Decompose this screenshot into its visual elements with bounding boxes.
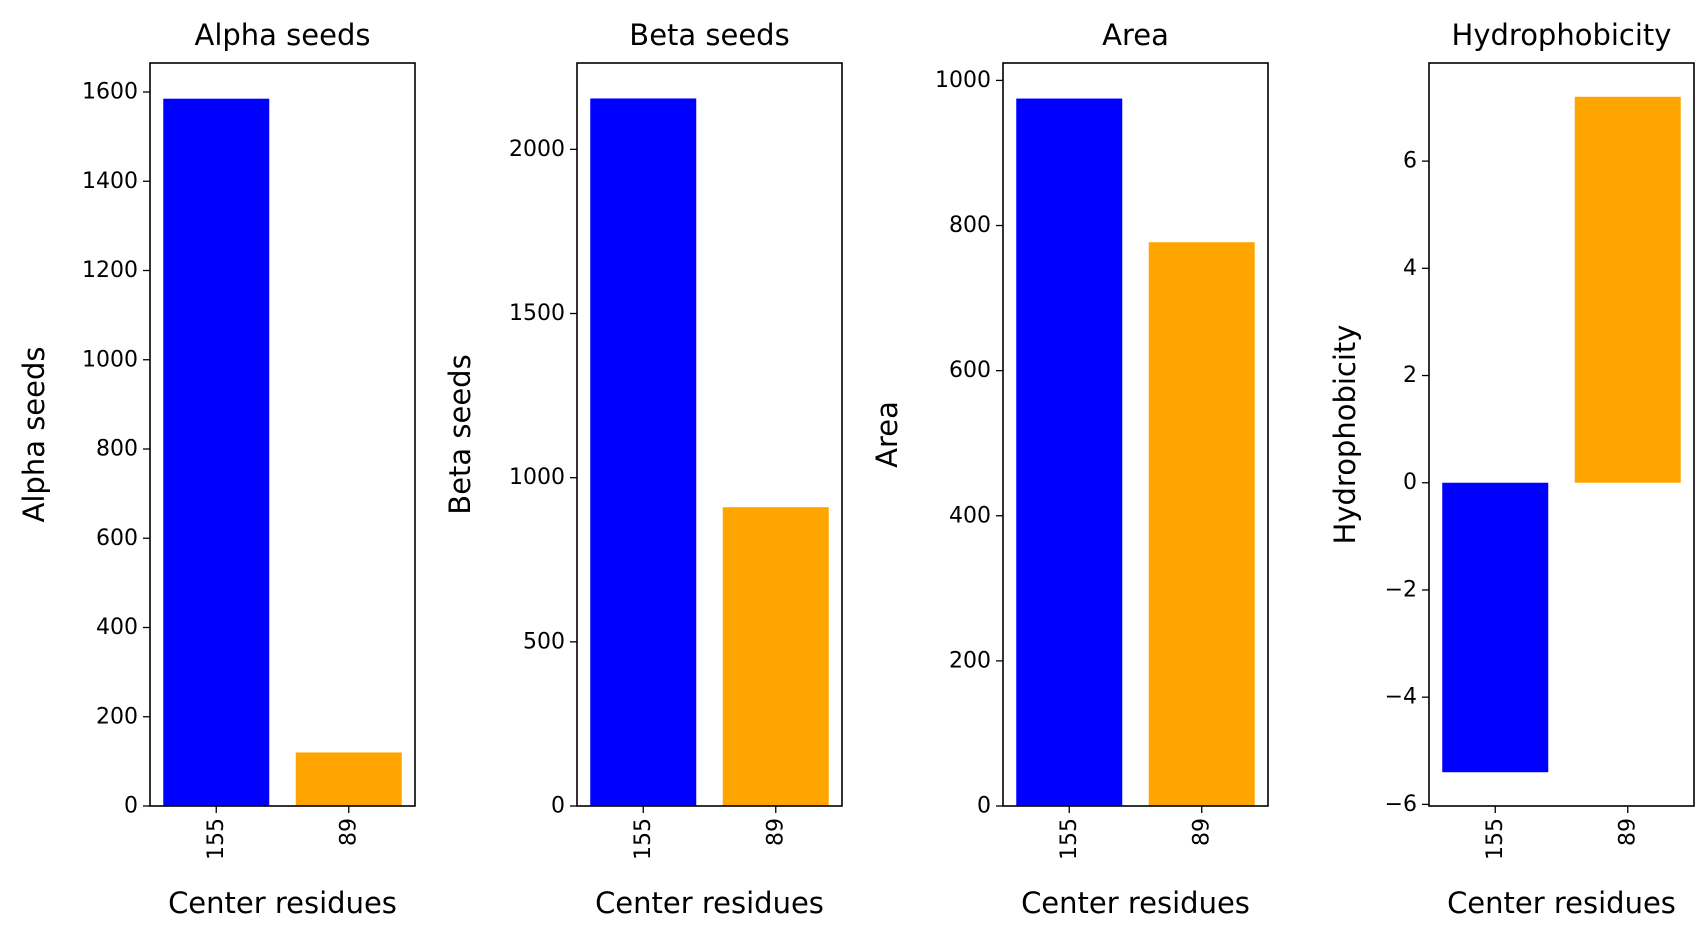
- chart-title: Beta seeds: [629, 18, 789, 52]
- y-tick-label: 200: [96, 704, 138, 729]
- y-tick-label: −6: [1385, 792, 1417, 817]
- bar-155: [1016, 98, 1123, 806]
- y-tick-label: 6: [1403, 149, 1417, 174]
- plot-frame: [1002, 62, 1269, 807]
- y-tick-label: 1000: [509, 465, 565, 490]
- chart-title: Hydrophobicity: [1452, 18, 1672, 52]
- y-tick-label: 4: [1403, 256, 1417, 281]
- bar-155: [163, 98, 270, 806]
- chart-panel: 155 89 0 200 400 600 800 1000 1200 1400 1600 Alpha …: [17, 18, 416, 920]
- x-axis-label: Center residues: [168, 886, 397, 920]
- y-tick-label: −4: [1385, 685, 1417, 710]
- chart-title: Alpha seeds: [195, 18, 371, 52]
- y-tick-label: 1600: [82, 80, 138, 105]
- y-tick-label: 1500: [509, 301, 565, 326]
- bar-89: [1574, 96, 1681, 483]
- y-tick-label: 0: [977, 794, 991, 819]
- chart-panel: 155 89 −6 −4 −2 0 2 4 6 Hydrophobicity Center resi…: [1328, 18, 1695, 920]
- y-tick-label: 0: [1403, 470, 1417, 495]
- x-tick-label: 155: [631, 818, 656, 860]
- y-tick-label: 1400: [82, 169, 138, 194]
- y-tick-label: 0: [551, 794, 565, 819]
- y-tick-label: 600: [949, 358, 991, 383]
- y-tick-label: 1000: [82, 347, 138, 372]
- plot-frame: [576, 62, 843, 807]
- x-tick-label: 89: [763, 818, 788, 846]
- bar-89: [295, 752, 402, 806]
- x-tick-label: 155: [204, 818, 229, 860]
- chart-panel: 155 89 0 200 400 600 800 1000 Area Center residue…: [870, 18, 1269, 920]
- x-axis-label: Center residues: [595, 886, 824, 920]
- y-axis-label: Alpha seeds: [17, 347, 51, 523]
- x-tick-label: 155: [1057, 818, 1082, 860]
- y-tick-label: 1200: [82, 258, 138, 283]
- y-tick-label: 800: [96, 437, 138, 462]
- y-tick-label: 500: [523, 629, 565, 654]
- y-tick-label: 400: [96, 615, 138, 640]
- y-tick-label: 2000: [509, 137, 565, 162]
- y-axis-label: Area: [870, 401, 904, 468]
- y-tick-label: 200: [949, 648, 991, 673]
- y-tick-label: 0: [124, 794, 138, 819]
- y-tick-label: 600: [96, 526, 138, 551]
- x-axis-label: Center residues: [1021, 886, 1250, 920]
- bar-155: [590, 98, 697, 807]
- x-axis-label: Center residues: [1447, 886, 1676, 920]
- bar-89: [1148, 242, 1255, 806]
- x-tick-label: 155: [1483, 818, 1508, 860]
- x-tick-label: 89: [1189, 818, 1214, 846]
- x-tick-label: 89: [336, 818, 361, 846]
- y-axis-label: Beta seeds: [443, 354, 477, 514]
- y-tick-label: −2: [1385, 577, 1417, 602]
- x-tick-label: 89: [1615, 818, 1640, 846]
- bar-89: [722, 507, 829, 806]
- plot-frame: [149, 62, 416, 807]
- y-tick-label: 2: [1403, 363, 1417, 388]
- y-tick-label: 1000: [935, 68, 991, 93]
- y-tick-label: 400: [949, 503, 991, 528]
- plot-frame: [1428, 62, 1695, 807]
- bar-155: [1442, 482, 1549, 773]
- chart-panel: 155 89 0 500 1000 1500 2000 Beta seeds Center re…: [443, 18, 843, 920]
- y-tick-label: 800: [949, 213, 991, 238]
- y-axis-label: Hydrophobicity: [1328, 325, 1362, 545]
- chart-title: Area: [1102, 18, 1169, 52]
